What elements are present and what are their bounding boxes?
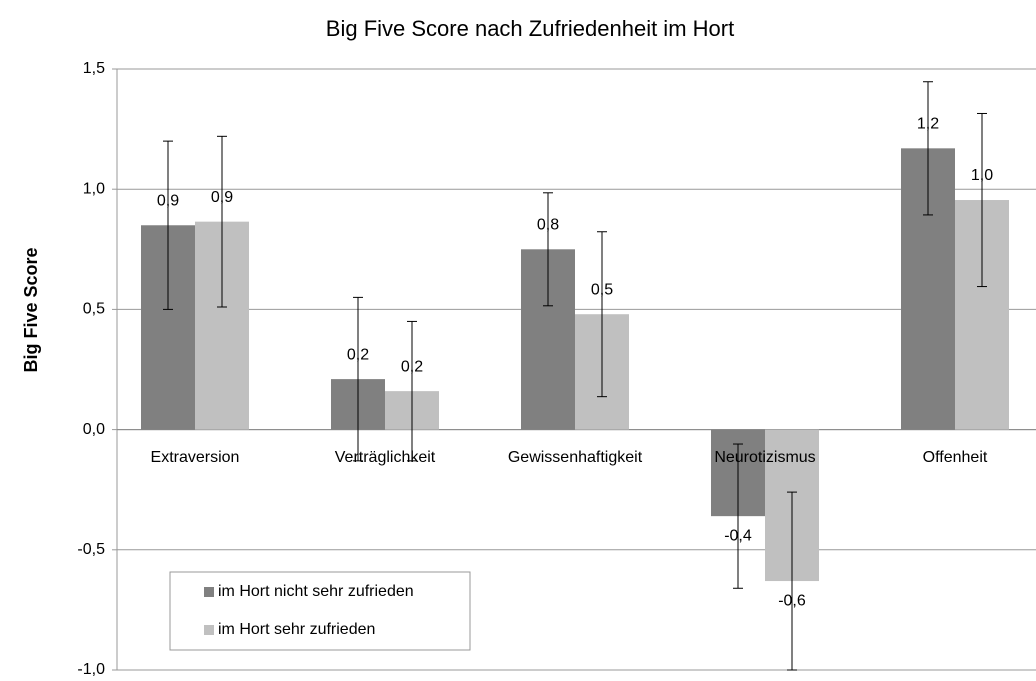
legend-label: im Hort sehr zufrieden <box>218 621 375 638</box>
data-label: 1,2 <box>917 116 939 133</box>
data-label: 0,5 <box>591 281 613 298</box>
data-label: -0,6 <box>778 592 806 609</box>
y-tick-label: -1,0 <box>77 661 105 678</box>
legend-swatch <box>204 625 214 635</box>
data-label: 0,2 <box>347 346 369 363</box>
y-tick-label: 0,5 <box>83 301 105 318</box>
x-tick-label: Offenheit <box>923 449 988 466</box>
legend-swatch <box>204 587 214 597</box>
x-tick-label: Gewissenhaftigkeit <box>508 449 643 466</box>
y-tick-label: 1,0 <box>83 180 105 197</box>
data-label: 0,9 <box>211 189 233 206</box>
chart-title: Big Five Score nach Zufriedenheit im Hor… <box>326 16 734 41</box>
data-label: 0,8 <box>537 217 559 234</box>
x-tick-label: Neurotizismus <box>714 449 815 466</box>
data-label: 0,9 <box>157 192 179 209</box>
legend-label: im Hort nicht sehr zufrieden <box>218 583 414 600</box>
y-tick-label: -0,5 <box>77 541 105 558</box>
data-label: -0,4 <box>724 527 752 544</box>
y-tick-label: 1,5 <box>83 60 105 77</box>
y-tick-label: 0,0 <box>83 421 105 438</box>
legend-box <box>169 571 471 651</box>
data-label: 1,0 <box>971 167 993 184</box>
y-axis-label: Big Five Score <box>21 247 41 372</box>
x-tick-label: Verträglichkeit <box>335 449 436 466</box>
data-label: 0,2 <box>401 358 423 375</box>
x-tick-label: Extraversion <box>151 449 240 466</box>
